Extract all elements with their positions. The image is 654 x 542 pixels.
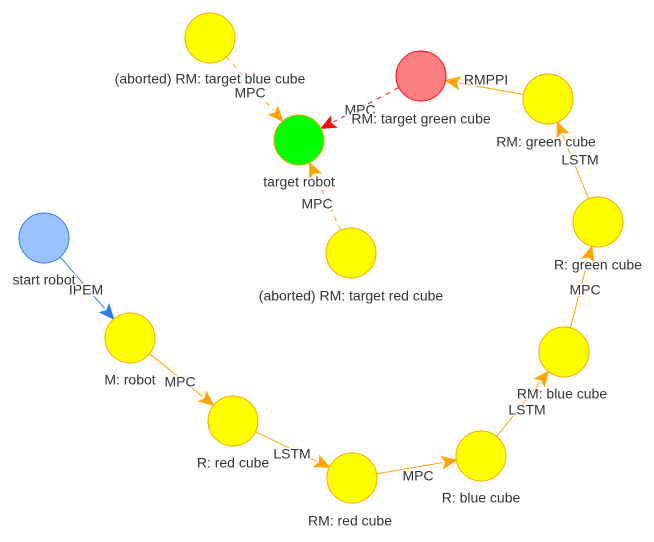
edge-arrowhead [197, 390, 215, 407]
edge-line [376, 462, 443, 475]
edge-label: IPEM [69, 282, 103, 298]
edge-aborted_red-to-target_robot [308, 161, 342, 231]
edge-line [314, 175, 342, 231]
edge-arrowhead [440, 455, 458, 470]
node-label: RM: target green cube [351, 111, 491, 127]
edge-line [569, 259, 589, 328]
node-circle[interactable] [184, 12, 236, 64]
edge-rm_target_green-to-target_robot [319, 87, 400, 129]
node-rm_red[interactable] [326, 452, 378, 504]
edge-aborted_blue-to-target_robot [226, 56, 284, 123]
edge-line [459, 82, 524, 96]
edge-arrowhead [308, 161, 323, 180]
node-circle[interactable] [207, 395, 259, 447]
node-m_robot[interactable] [104, 312, 156, 364]
edge-line [562, 134, 590, 200]
edge-line [59, 256, 105, 309]
node-label: (aborted) RM: target blue cube [115, 71, 306, 87]
edge-arrowhead [533, 370, 550, 388]
edge-arrowhead [319, 115, 338, 129]
node-r_blue[interactable] [455, 430, 507, 482]
node-circle[interactable] [104, 312, 156, 364]
node-label: (aborted) RM: target red cube [259, 288, 444, 304]
edge-line [333, 87, 400, 123]
edge-arrowhead [312, 454, 331, 468]
edge-label: MPC [402, 468, 433, 484]
node-circle[interactable] [538, 326, 590, 378]
node-circle[interactable] [455, 430, 507, 482]
edge-rm_red-to-r_blue [376, 455, 458, 475]
node-label: R: red cube [197, 455, 270, 471]
edge-r_blue-to-rm_blue [496, 370, 550, 437]
node-start[interactable] [18, 212, 70, 264]
edge-m_robot-to-r_red [149, 353, 215, 407]
node-rm_target_green[interactable] [395, 50, 447, 102]
edge-label: MPC [234, 85, 265, 101]
node-label: RM: blue cube [517, 386, 607, 402]
node-label: RM: green cube [496, 134, 596, 150]
edges-layer [59, 56, 595, 475]
node-label: M: robot [104, 372, 155, 388]
node-circle[interactable] [395, 50, 447, 102]
edge-line [496, 382, 541, 437]
edge-arrowhead [267, 105, 284, 123]
node-aborted_red[interactable] [325, 227, 377, 279]
node-rm_green[interactable] [522, 73, 574, 125]
edge-arrowhead [98, 303, 115, 320]
node-rm_blue[interactable] [538, 326, 590, 378]
edge-r_green-to-rm_green [556, 121, 590, 200]
edge-label: RMPPI [464, 72, 508, 88]
node-circle[interactable] [273, 114, 325, 166]
edge-label: LSTM [561, 152, 598, 168]
edge-line [149, 353, 203, 397]
node-label: R: green cube [554, 257, 642, 273]
edge-arrowhead [444, 76, 462, 91]
edge-arrowhead [556, 121, 570, 139]
edge-rm_green-to-rm_target_green [444, 76, 524, 96]
edge-label: MPC [569, 282, 600, 298]
edge-rm_blue-to-r_green [569, 244, 595, 328]
edge-label: LSTM [273, 446, 310, 462]
edge-line [226, 56, 274, 111]
edge-line [255, 431, 318, 462]
edge-label: MPC [344, 102, 375, 118]
edge-label: LSTM [508, 402, 545, 418]
node-label: R: blue cube [442, 490, 521, 506]
node-label: start robot [12, 272, 75, 288]
nodes-layer [18, 12, 624, 504]
node-target_robot[interactable] [273, 114, 325, 166]
edge-r_red-to-rm_red [255, 431, 331, 468]
node-label: target robot [263, 174, 335, 190]
edge-start-to-m_robot [59, 256, 115, 320]
node-label: RM: red cube [308, 513, 392, 529]
node-circle[interactable] [18, 212, 70, 264]
node-aborted_blue[interactable] [184, 12, 236, 64]
node-circle[interactable] [522, 73, 574, 125]
edge-label: MPC [164, 374, 195, 390]
labels-layer: IPEM MPC LSTM MPC LSTM MPC LSTM RMPPI MPC MPC MPC s… [11, 69, 644, 530]
node-r_red[interactable] [207, 395, 259, 447]
node-r_green[interactable] [572, 196, 624, 248]
node-circle[interactable] [325, 227, 377, 279]
edge-arrowhead [581, 244, 595, 263]
node-circle[interactable] [572, 196, 624, 248]
node-circle[interactable] [326, 452, 378, 504]
edge-label: MPC [301, 196, 332, 212]
